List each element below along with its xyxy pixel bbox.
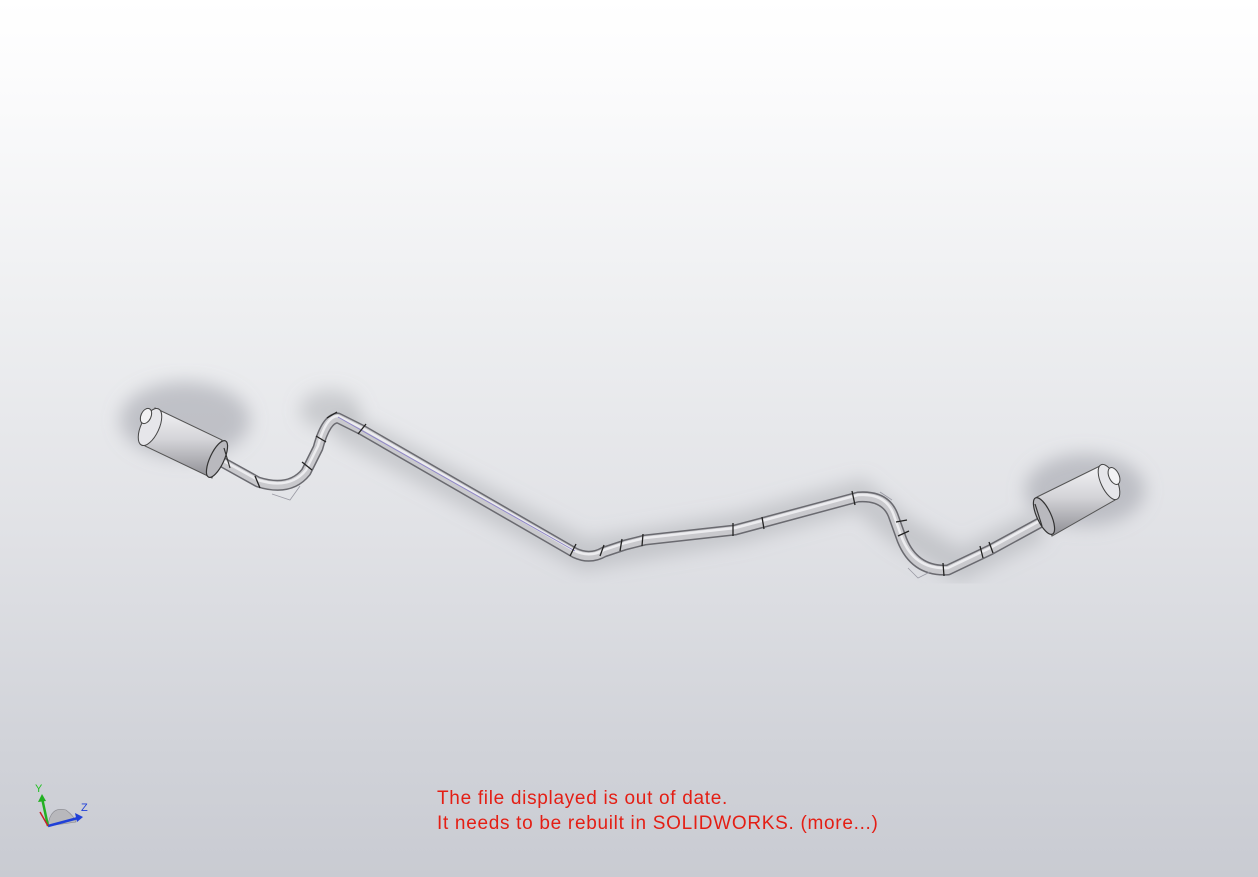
sketch-corner-right <box>879 491 931 579</box>
pipe-highlight <box>220 414 1047 570</box>
sketch-corner-left <box>271 485 301 501</box>
right-muffler[interactable] <box>1029 461 1124 537</box>
out-of-date-warning[interactable]: The file displayed is out of date. It ne… <box>437 786 879 836</box>
view-orientation-triad[interactable]: Y Z <box>28 782 98 832</box>
pipe-joints <box>254 411 994 577</box>
left-muffler[interactable] <box>133 405 231 480</box>
warning-line-1: The file displayed is out of date. <box>437 788 729 809</box>
y-axis-label: Y <box>35 783 43 795</box>
axis-triad-icon <box>38 794 83 828</box>
z-axis-label: Z <box>81 802 88 814</box>
route-sketch-line <box>337 416 576 552</box>
warning-line-2-more-link[interactable]: It needs to be rebuilt in SOLIDWORKS. (m… <box>437 813 879 834</box>
